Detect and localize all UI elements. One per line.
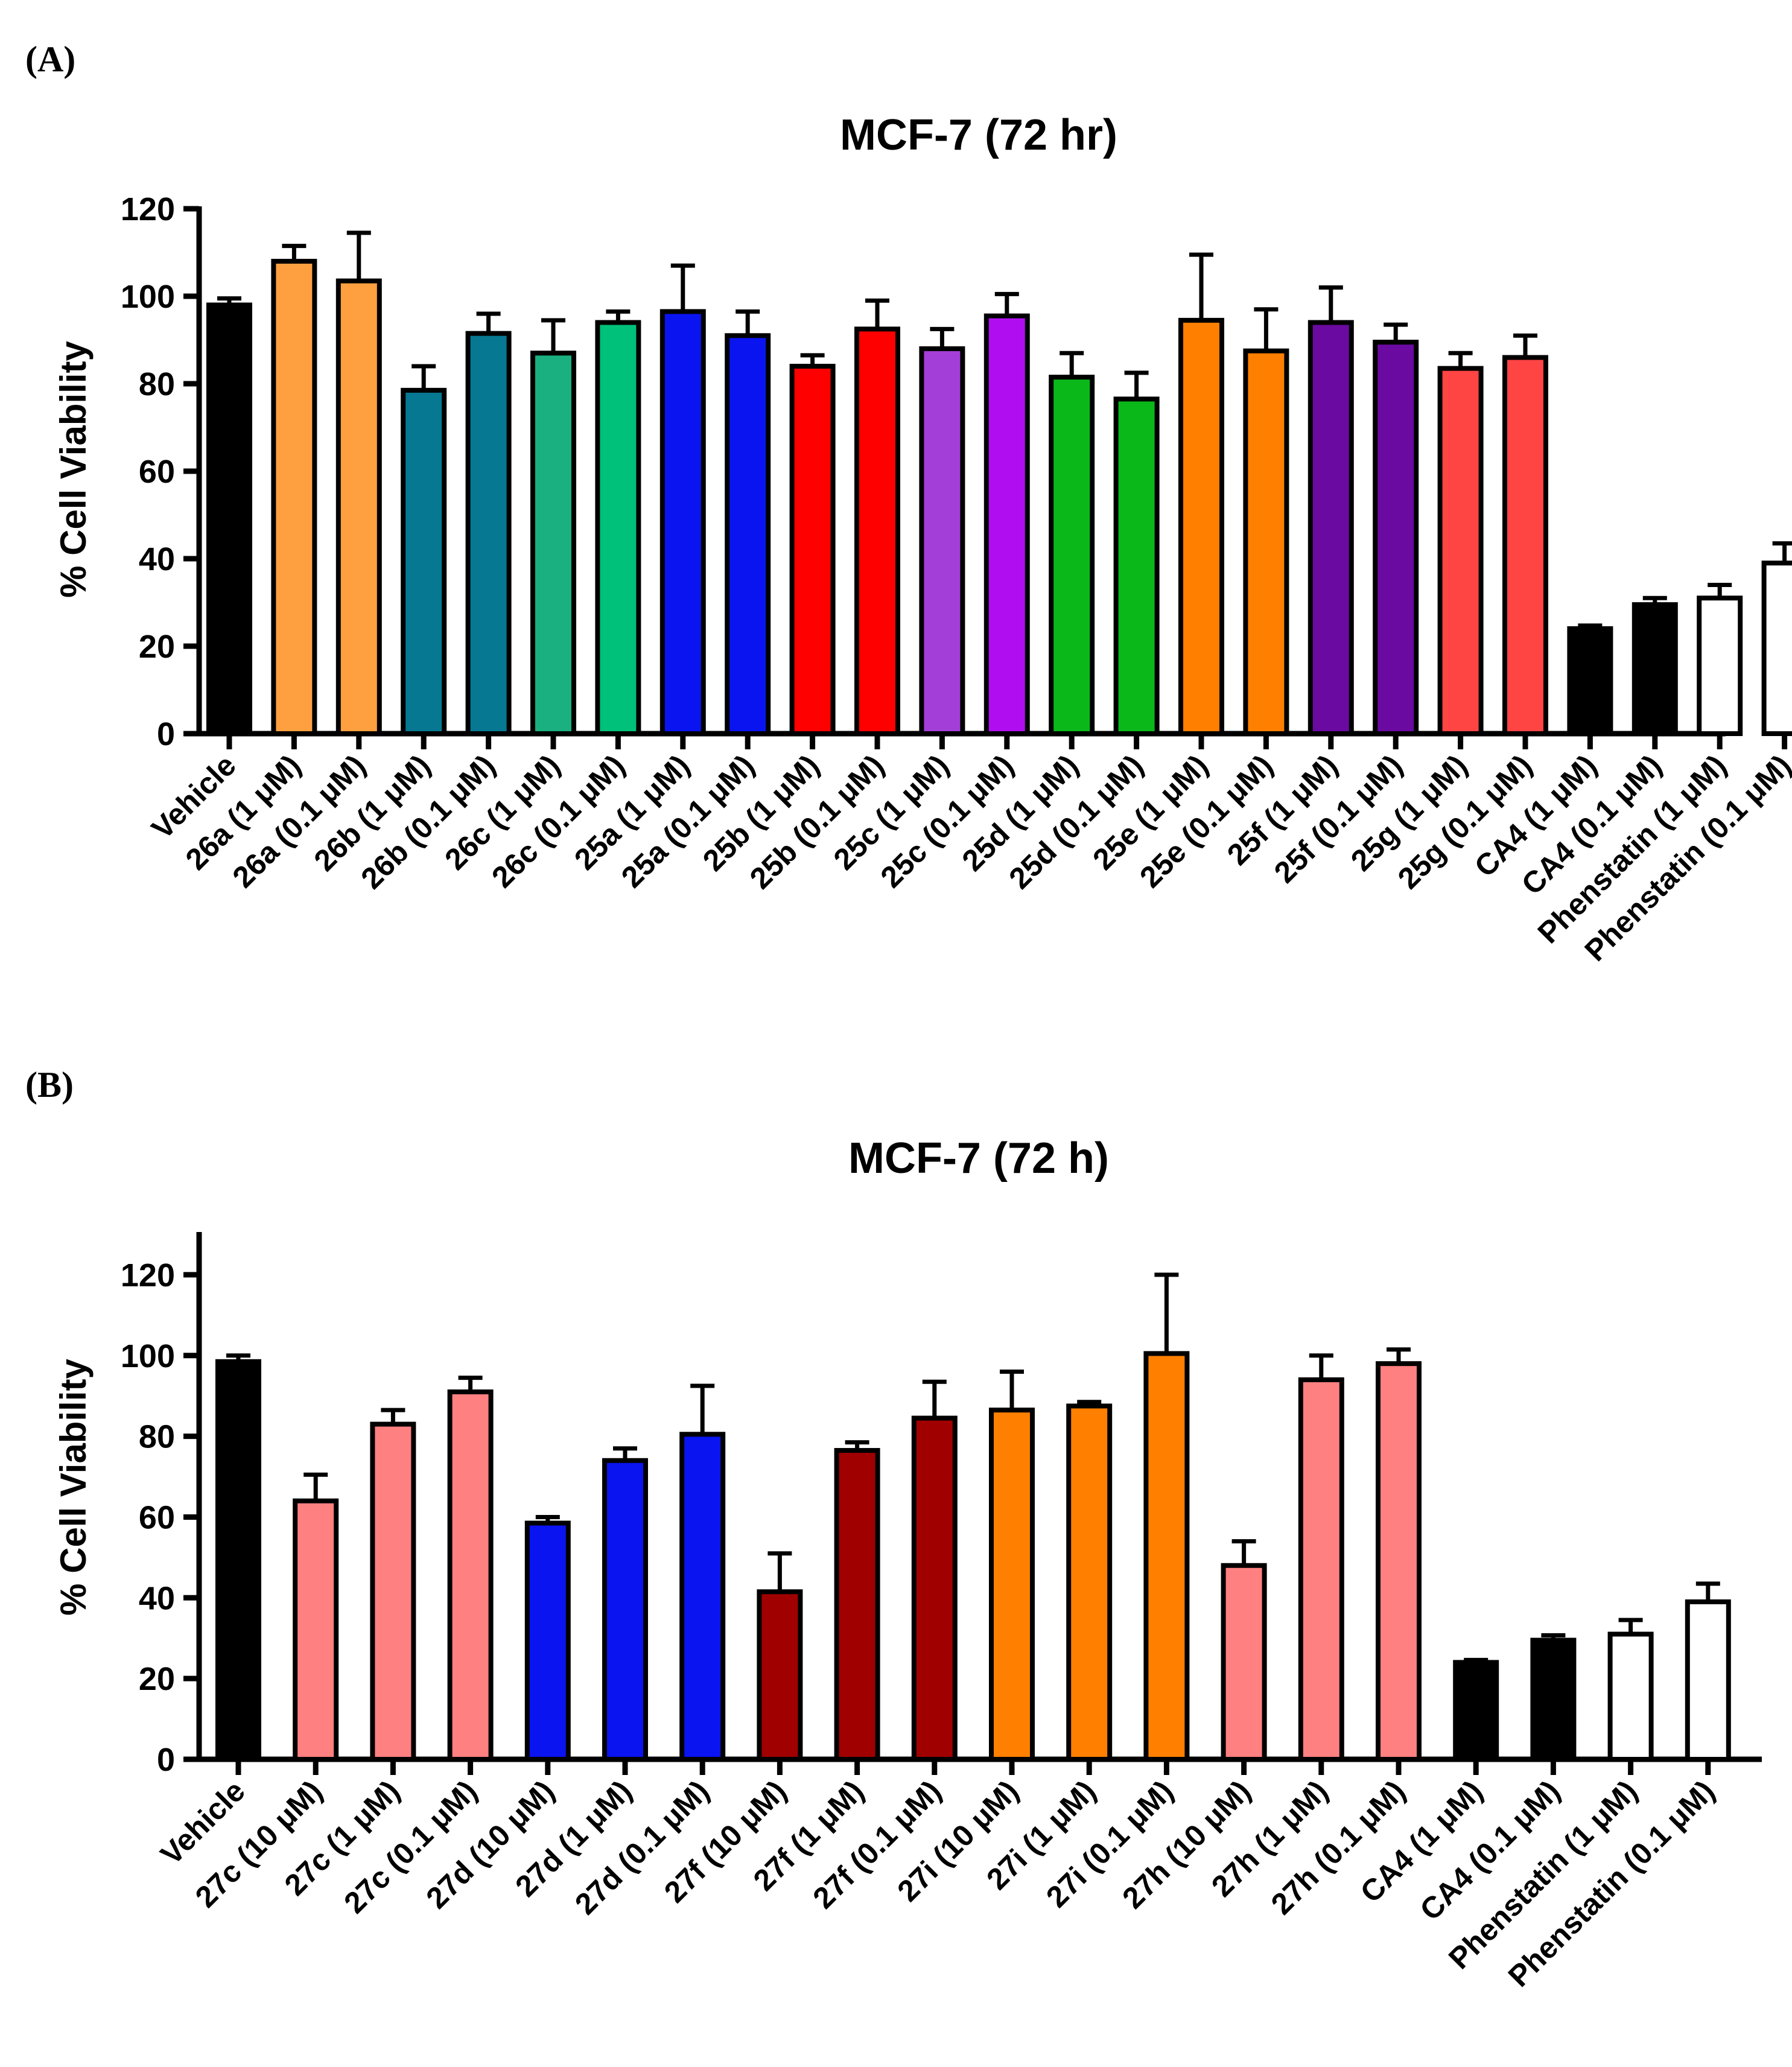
bar <box>919 346 965 736</box>
bar <box>789 364 836 736</box>
y-tick-label: 60 <box>139 454 175 490</box>
bar <box>725 333 771 736</box>
bar <box>1243 348 1289 736</box>
bar <box>1143 1351 1190 1762</box>
y-tick-label: 0 <box>157 716 175 752</box>
bar <box>370 1421 416 1762</box>
bar <box>1113 396 1160 736</box>
bar <box>1178 317 1224 736</box>
bar <box>1437 366 1484 736</box>
y-tick-label: 120 <box>121 191 175 227</box>
bar <box>757 1589 803 1762</box>
bar <box>401 387 447 736</box>
y-axis-label-a: % Cell Viability <box>53 341 94 598</box>
x-tick-label: 27h (0.1 μM) <box>1265 1774 1412 1921</box>
y-tick-label: 80 <box>139 1419 175 1455</box>
chart-title-a: MCF-7 (72 hr) <box>840 111 1117 159</box>
x-tick-label: 27d (0.1 μM) <box>568 1774 716 1921</box>
bar <box>679 1432 726 1762</box>
bar <box>447 1389 494 1762</box>
bar <box>1221 1563 1267 1762</box>
bar <box>293 1498 339 1762</box>
bar <box>1567 626 1613 736</box>
y-axis-label-b: % Cell Viability <box>53 1359 94 1616</box>
bar <box>1376 1361 1422 1762</box>
bar <box>1502 355 1548 736</box>
y-tick-label: 100 <box>121 1338 175 1374</box>
bar <box>1049 375 1095 736</box>
y-tick-label: 100 <box>121 279 175 315</box>
bar <box>1697 595 1743 736</box>
bar <box>659 309 706 736</box>
bar <box>854 326 900 736</box>
bar <box>465 331 512 736</box>
bar <box>834 1448 880 1762</box>
y-tick-label: 40 <box>139 541 175 577</box>
bar <box>530 351 576 736</box>
bar <box>595 320 641 736</box>
bar <box>1761 560 1792 736</box>
chart-panel-a: (A) MCF-7 (72 hr) % Cell Viability 0 20 40… <box>25 39 1792 968</box>
bar <box>206 302 252 736</box>
bar <box>524 1520 571 1762</box>
bar <box>215 1359 261 1762</box>
y-tick-label: 0 <box>157 1742 175 1778</box>
bar <box>1632 602 1678 736</box>
y-tick-label: 120 <box>121 1257 175 1294</box>
bar <box>989 1408 1035 1762</box>
bar <box>1453 1660 1499 1762</box>
bar <box>1607 1631 1654 1762</box>
x-tick-label: 27c (0.1 μM) <box>337 1774 483 1920</box>
chart-panel-b: (B) MCF-7 (72 h) % Cell Viability 0 20 40 6… <box>25 1065 1762 1993</box>
y-tick-label: 20 <box>139 629 175 665</box>
bar <box>1298 1377 1344 1762</box>
y-tick-label: 80 <box>139 366 175 402</box>
chart-title-b: MCF-7 (72 h) <box>848 1134 1109 1183</box>
bar <box>271 259 317 736</box>
bar <box>1307 320 1354 736</box>
bar <box>602 1458 648 1762</box>
bar <box>1373 340 1419 736</box>
bar <box>983 313 1030 736</box>
bar <box>1066 1403 1113 1762</box>
bar <box>335 278 382 736</box>
bar <box>1685 1599 1731 1762</box>
bar <box>1530 1637 1577 1762</box>
y-tick-label: 40 <box>139 1580 175 1616</box>
bar <box>911 1415 958 1762</box>
y-tick-label: 20 <box>139 1661 175 1697</box>
y-tick-label: 60 <box>139 1499 175 1535</box>
panel-label-a: (A) <box>25 39 75 79</box>
panel-label-b: (B) <box>25 1065 74 1105</box>
